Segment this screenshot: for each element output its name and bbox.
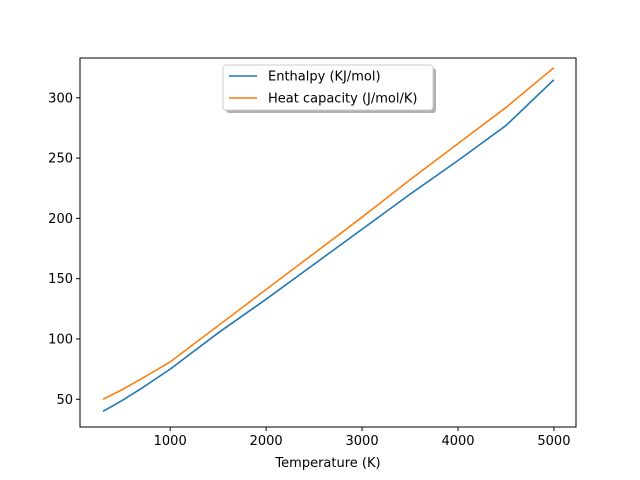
y-tick-label: 200 [48, 212, 73, 227]
x-tick-label: 2000 [250, 434, 283, 449]
legend-label-0: Enthalpy (KJ/mol) [268, 70, 381, 85]
x-tick-label: 1000 [154, 434, 187, 449]
y-axis-ticks: 50 100 150 200 250 300 [48, 91, 80, 408]
x-tick-label: 5000 [537, 434, 570, 449]
legend-box [222, 64, 434, 111]
x-axis-ticks: 1000 2000 3000 4000 5000 [154, 427, 570, 449]
y-tick-label: 100 [48, 332, 73, 347]
x-tick-label: 4000 [441, 434, 474, 449]
y-tick-label: 300 [48, 91, 73, 106]
legend-label-1: Heat capacity (J/mol/K) [268, 92, 417, 107]
plot-frame [79, 57, 577, 428]
y-tick-label: 50 [56, 393, 73, 408]
legend: Enthalpy (KJ/mol) Heat capacity (J/mol/K) [222, 64, 436, 113]
series-layer [102, 67, 555, 413]
x-axis-label: Temperature (K) [274, 456, 380, 471]
x-tick-label: 3000 [346, 434, 379, 449]
series-line-1 [102, 67, 555, 400]
y-tick-label: 250 [48, 152, 73, 167]
y-tick-label: 150 [48, 272, 73, 287]
series-line-0 [102, 79, 555, 413]
